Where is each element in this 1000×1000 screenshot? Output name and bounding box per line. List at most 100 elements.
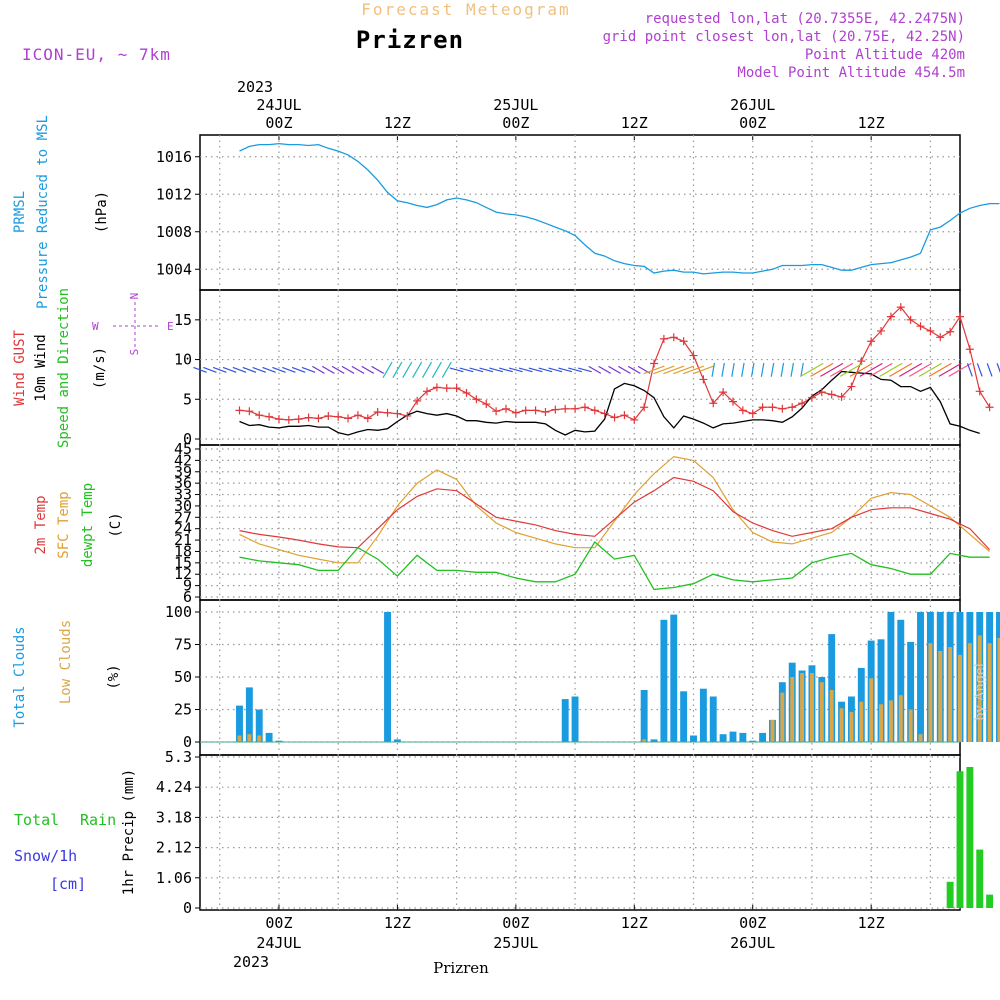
- wind-direction-arrow: [682, 365, 705, 375]
- gust-marker: [610, 413, 619, 422]
- wind-direction-arrow: [489, 367, 504, 373]
- temp-dew-label: dewpt Temp: [80, 483, 96, 567]
- top-date-label: 25JUL: [493, 96, 538, 114]
- precip-snow-label: Snow/1h: [14, 847, 77, 865]
- gust-marker: [472, 395, 481, 404]
- wind-direction-arrow: [331, 365, 345, 374]
- temp-sfc-label: SFC Temp: [56, 491, 72, 558]
- wind-direction-arrow: [558, 367, 573, 373]
- cloud-low-label: Low Clouds: [58, 620, 74, 704]
- wind-direction-arrow: [770, 362, 775, 377]
- total-cloud-bar: [236, 705, 243, 742]
- gust-marker: [906, 315, 915, 324]
- wind-direction-arrow: [568, 367, 582, 373]
- total-cloud-bar: [571, 696, 579, 742]
- gust-marker: [600, 409, 609, 418]
- gust-marker: [886, 312, 895, 321]
- low-cloud-bar: [938, 651, 943, 742]
- y-tick-label: 0: [183, 430, 192, 448]
- y-tick-label: 18: [174, 542, 192, 560]
- y-tick-label: 0: [183, 733, 192, 751]
- rain-bar: [976, 849, 984, 908]
- total-cloud-bar: [660, 619, 668, 742]
- low-cloud-bar: [790, 677, 795, 742]
- wind-direction-arrow: [351, 365, 365, 374]
- wind-direction-arrow: [692, 365, 714, 375]
- wind-direction-arrow: [663, 365, 685, 375]
- wind-10m-label: 10m Wind: [33, 334, 49, 401]
- page-title: Prizren: [356, 26, 464, 54]
- gust-marker: [699, 375, 708, 384]
- low-cloud-bar: [849, 712, 854, 742]
- wind-direction-arrow: [627, 365, 641, 374]
- total-cloud-bar: [561, 699, 569, 742]
- total-cloud-bar: [759, 732, 767, 742]
- bottom-time-label: 12Z: [858, 914, 885, 932]
- y-tick-label: 12: [174, 565, 192, 583]
- pressure-line: [239, 142, 1000, 275]
- gust-marker: [245, 407, 254, 416]
- total-cloud-bar: [255, 709, 263, 742]
- cloud-total-label: Total Clouds: [12, 626, 28, 727]
- y-tick-label: 2.12: [156, 839, 192, 857]
- y-tick-label: 4.24: [156, 778, 192, 796]
- y-tick-label: 9: [183, 577, 192, 595]
- low-cloud-bar: [859, 701, 864, 742]
- bottom-time-label: 00Z: [265, 914, 292, 932]
- wind-direction-arrow: [282, 366, 296, 373]
- precip-rain-label: Rain: [80, 811, 116, 829]
- gust-marker: [511, 408, 520, 417]
- y-tick-label: 0: [183, 899, 192, 917]
- y-tick-label: 100: [165, 603, 192, 621]
- wind-direction-arrow: [598, 365, 612, 374]
- compass-n: N: [128, 293, 141, 300]
- gust-marker: [985, 403, 994, 412]
- total-cloud-bar: [690, 735, 697, 742]
- total-cloud-bar: [384, 612, 391, 742]
- gust-marker: [719, 388, 728, 397]
- bottom-time-label: 00Z: [502, 914, 529, 932]
- gust-marker: [877, 326, 886, 335]
- pressure-panel-frame: [199, 134, 961, 291]
- gust-marker: [571, 404, 580, 413]
- gust-marker: [926, 326, 935, 335]
- top-date-label: 26JUL: [730, 96, 775, 114]
- precip-total-label: Total: [14, 811, 59, 829]
- gust-marker: [501, 404, 510, 413]
- y-tick-label: 6: [183, 588, 192, 606]
- gust-marker: [738, 406, 747, 415]
- wind-direction-arrow: [996, 363, 1000, 374]
- gust-marker: [965, 345, 974, 354]
- gust-marker: [916, 322, 925, 331]
- total-cloud-bar: [265, 732, 273, 742]
- gust-marker: [452, 384, 461, 393]
- y-tick-label: 24: [174, 520, 192, 538]
- top-year: 2023: [237, 78, 273, 96]
- gust-marker: [659, 334, 668, 343]
- rain-bar: [966, 766, 974, 908]
- wind-direction-arrow: [252, 366, 267, 373]
- wind-direction-arrow: [820, 362, 844, 377]
- wind-direction-arrow: [548, 367, 563, 373]
- low-cloud-bar: [819, 682, 824, 742]
- wind-direction-arrow: [518, 367, 533, 373]
- low-cloud-bar: [869, 678, 874, 742]
- wind-direction-arrow: [459, 367, 474, 373]
- rain-bar: [956, 771, 964, 908]
- wind-direction-arrow: [721, 362, 725, 377]
- wind-direction-arrow: [449, 367, 464, 373]
- gust-marker: [867, 337, 876, 346]
- wind-direction-arrow: [899, 362, 923, 377]
- gust-marker: [788, 403, 797, 412]
- total-cloud-bar: [650, 739, 658, 742]
- wind-direction-arrow: [879, 362, 903, 377]
- wind-direction-arrow: [272, 366, 286, 373]
- bottom-time-label: 12Z: [384, 914, 411, 932]
- wind-direction-arrow: [312, 365, 325, 374]
- wind-direction-arrow: [538, 367, 553, 373]
- gust-marker: [709, 399, 718, 408]
- gust-marker: [847, 382, 856, 391]
- info-line-4: Model Point Altitude 454.5m: [737, 65, 965, 81]
- wind-direction-arrow: [588, 365, 602, 374]
- wind-line: [239, 370, 980, 436]
